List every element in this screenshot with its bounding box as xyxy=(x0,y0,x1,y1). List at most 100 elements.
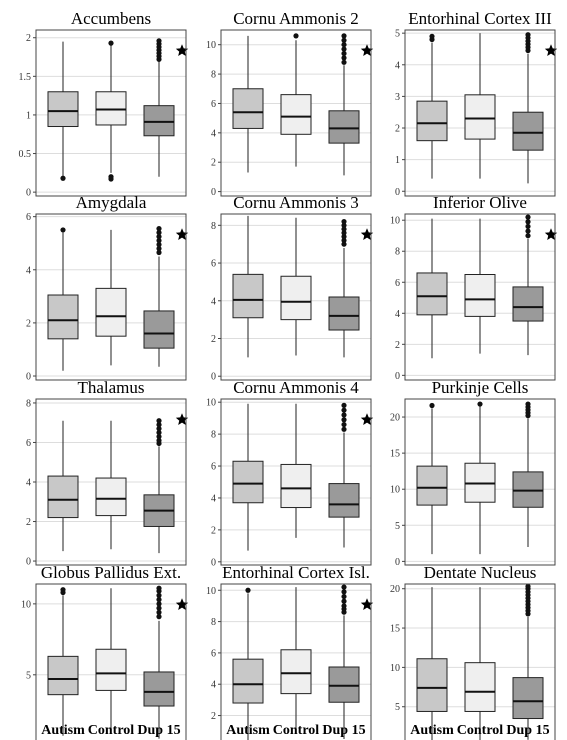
outlier-point xyxy=(156,433,162,440)
y-tick-label: 6 xyxy=(211,462,216,473)
y-tick-label: 6 xyxy=(211,648,216,659)
y-tick-label: 20 xyxy=(390,584,400,595)
panel-4: Amygdala 0 2 4 6 xyxy=(26,193,189,383)
significance-star-icon xyxy=(360,228,374,241)
panel-1: Accumbens 0 0.5 1 1.5 2 xyxy=(19,9,189,199)
panel-frame xyxy=(220,583,372,740)
box-iqr xyxy=(328,666,360,703)
panel-5: Cornu Ammonis 3 0 2 4 6 8 xyxy=(211,193,374,383)
y-tick-label: 2 xyxy=(211,334,216,345)
box-autism xyxy=(416,218,448,359)
outlier-point xyxy=(341,218,347,225)
y-tick-label: 1 xyxy=(26,110,31,121)
box-control xyxy=(280,587,312,729)
x-axis-label: Autism xyxy=(41,723,85,738)
outlier-point xyxy=(156,614,162,620)
outlier-point xyxy=(525,233,531,239)
box-dup-15 xyxy=(328,402,374,548)
x-axis-label: Dup 15 xyxy=(506,723,549,738)
y-tick-label: 2 xyxy=(26,33,31,44)
y-tick-label: 8 xyxy=(211,617,216,628)
y-tick-label: 8 xyxy=(211,70,216,81)
panel-9: Purkinje Cells 0 5 10 15 20 xyxy=(390,378,556,568)
box-autism xyxy=(232,403,264,551)
outlier-point xyxy=(525,401,531,407)
box-iqr xyxy=(416,658,448,712)
box-iqr xyxy=(232,273,264,319)
panel-7: Thalamus 0 2 4 6 8 xyxy=(26,378,189,568)
outlier-point xyxy=(341,421,347,428)
panel-frame xyxy=(35,213,187,381)
box-control xyxy=(280,33,312,167)
box-iqr xyxy=(232,658,264,704)
y-tick-label: 15 xyxy=(390,624,400,635)
y-tick-label: 6 xyxy=(26,212,31,223)
box-control xyxy=(95,229,127,366)
significance-star-icon xyxy=(544,228,558,241)
outlier-point xyxy=(341,598,347,604)
box-control xyxy=(280,403,312,538)
outlier-point xyxy=(245,587,251,593)
panel-title: Thalamus xyxy=(77,378,144,397)
panel-title: Accumbens xyxy=(71,9,151,28)
box-iqr xyxy=(95,287,127,337)
outlier-point xyxy=(341,55,347,61)
y-tick-label: 6 xyxy=(211,99,216,110)
box-autism xyxy=(47,227,79,371)
outlier-point xyxy=(108,176,114,182)
y-tick-label: 4 xyxy=(26,478,31,489)
significance-star-icon xyxy=(175,598,189,611)
outlier-point xyxy=(525,219,531,225)
box-dup-15 xyxy=(328,584,374,740)
outlier-point xyxy=(341,402,347,408)
y-tick-label: 0 xyxy=(26,557,31,568)
y-tick-label: 1 xyxy=(395,155,400,166)
y-tick-label: 4 xyxy=(211,680,216,691)
outlier-point xyxy=(341,237,347,244)
panel-title: Purkinje Cells xyxy=(432,378,529,397)
y-tick-label: 6 xyxy=(211,259,216,270)
box-iqr xyxy=(143,310,175,349)
y-tick-label: 1.5 xyxy=(19,72,32,83)
box-autism xyxy=(416,402,448,555)
y-tick-label: 8 xyxy=(211,221,216,232)
outlier-point xyxy=(156,418,162,424)
box-iqr xyxy=(47,475,79,519)
y-tick-label: 10 xyxy=(21,599,31,610)
box-iqr xyxy=(143,105,175,137)
significance-star-icon xyxy=(175,44,189,57)
outlier-point xyxy=(156,609,162,615)
x-axis-label: Dup 15 xyxy=(137,723,180,738)
outlier-point xyxy=(341,50,347,57)
box-control xyxy=(464,33,496,179)
panel-title: Entorhinal Cortex III xyxy=(408,9,552,28)
box-autism xyxy=(47,420,79,552)
y-tick-label: 2 xyxy=(211,525,216,536)
outlier-point xyxy=(108,40,114,46)
x-axis-label: Autism xyxy=(226,723,270,738)
panel-frame xyxy=(404,29,556,197)
y-tick-label: 8 xyxy=(26,398,31,409)
box-dup-15 xyxy=(512,583,544,740)
outlier-point xyxy=(341,230,347,236)
box-iqr xyxy=(47,655,79,696)
y-tick-label: 2 xyxy=(211,158,216,169)
box-control xyxy=(464,587,496,740)
box-autism xyxy=(416,33,448,179)
outlier-point xyxy=(341,593,347,600)
outlier-point xyxy=(156,605,162,611)
outlier-point xyxy=(341,59,347,65)
significance-star-icon xyxy=(175,228,189,241)
box-dup-15 xyxy=(512,401,544,547)
box-dup-15 xyxy=(328,33,374,176)
panel-frame xyxy=(35,583,187,740)
box-iqr xyxy=(416,465,448,506)
panel-frame xyxy=(35,398,187,566)
box-iqr xyxy=(328,110,360,144)
panel-title: Entorhinal Cortex Isl. xyxy=(222,563,370,582)
box-control xyxy=(95,588,127,731)
y-tick-label: 10 xyxy=(390,485,400,496)
y-tick-label: 5 xyxy=(395,29,400,40)
panel-3: Entorhinal Cortex III 0 1 2 3 4 5 xyxy=(395,9,558,198)
box-iqr xyxy=(47,294,79,340)
